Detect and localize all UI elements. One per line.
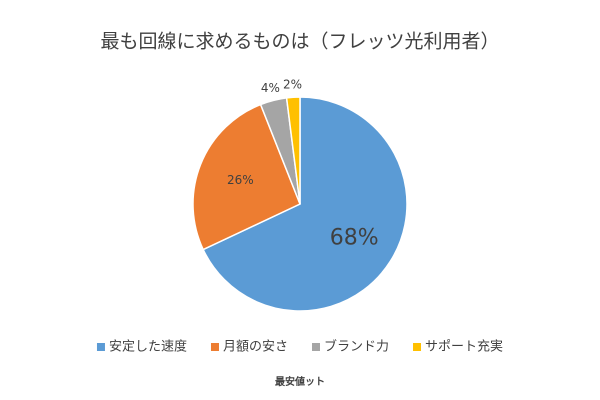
data-label: 2% xyxy=(283,78,302,92)
legend-label: サポート充実 xyxy=(425,339,503,355)
data-label: 68% xyxy=(330,225,379,250)
pie-slice xyxy=(192,103,301,251)
legend-label: ブランド力 xyxy=(324,339,389,355)
chart-title: 最も回線に求めるものは（フレッツ光利用者） xyxy=(100,31,499,53)
data-label: 26% xyxy=(227,173,254,187)
legend-marker xyxy=(96,343,105,351)
pie-slice xyxy=(285,96,301,205)
legend-label: 月額の安さ xyxy=(223,340,288,355)
legend-marker xyxy=(210,343,219,351)
data-label: 4% xyxy=(261,81,280,95)
legend-marker xyxy=(312,343,320,351)
legend-label: 安定した速度 xyxy=(109,339,187,355)
legend-marker xyxy=(413,343,422,351)
pie-slice xyxy=(202,96,408,312)
watermark: 最安値ット xyxy=(275,375,325,388)
